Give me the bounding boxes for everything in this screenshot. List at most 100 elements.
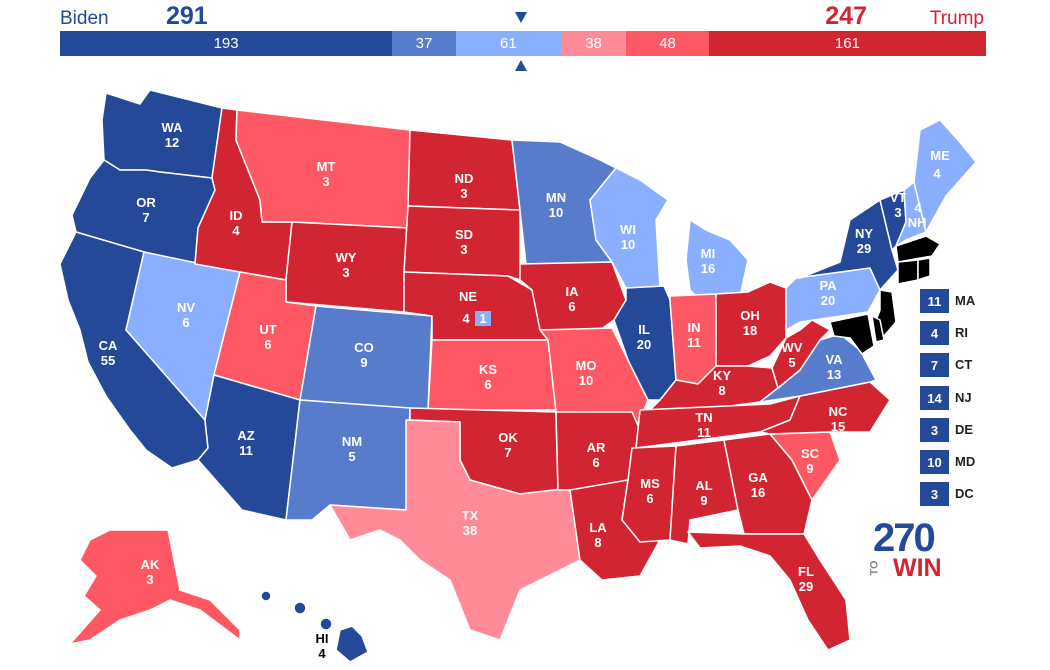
logo-number: 270: [873, 516, 936, 560]
bar-likely-r[interactable]: 48: [626, 31, 709, 56]
logo-win: WIN: [893, 554, 942, 582]
label-ia-ev: 6: [568, 299, 575, 314]
label-in-ev: 11: [687, 335, 701, 350]
state-ak[interactable]: [69, 529, 241, 645]
label-mt-abbr: MT: [317, 159, 336, 174]
state-de[interactable]: [871, 315, 885, 343]
state-ny[interactable]: [795, 199, 899, 291]
label-wy-ev: 3: [342, 265, 349, 280]
ne-district-box[interactable]: [475, 311, 491, 326]
label-ar-ev: 6: [592, 455, 599, 470]
logo-to: TO: [868, 560, 881, 576]
label-ne-abbr: NE: [459, 289, 477, 304]
label-ne-district-ev: 1: [479, 311, 486, 326]
ne-box-md[interactable]: 10 MD: [920, 450, 1030, 474]
state-ri[interactable]: [917, 257, 931, 281]
label-hi-ev: 4: [318, 646, 326, 661]
label-nv-ev: 6: [182, 315, 189, 330]
state-hi[interactable]: [335, 625, 369, 663]
label-nh-ev: 4: [914, 200, 922, 215]
label-la-ev: 8: [594, 535, 601, 550]
label-nm-abbr: NM: [342, 434, 362, 449]
label-oh-ev: 18: [743, 323, 757, 338]
state-hi-island-maui[interactable]: [319, 617, 333, 631]
label-ok-ev: 7: [504, 445, 511, 460]
label-sd-abbr: SD: [455, 227, 473, 242]
trump-total: 247: [825, 2, 867, 30]
state-mi[interactable]: [685, 219, 749, 301]
label-mo-ev: 10: [579, 373, 593, 388]
label-ny-ev: 29: [857, 241, 871, 256]
bar-lean-d[interactable]: 61: [455, 31, 561, 56]
state-fl[interactable]: [687, 531, 851, 651]
label-nh-abbr: NH: [908, 215, 927, 230]
label-tn-abbr: TN: [695, 410, 712, 425]
state-il[interactable]: [613, 285, 677, 401]
ne-box-dc-ev: 3: [920, 482, 949, 506]
electoral-summary-bar: 193 37 61 38 48 161: [60, 31, 986, 56]
ne-box-dc[interactable]: 3 DC: [920, 482, 1030, 506]
label-ia-abbr: IA: [566, 284, 580, 299]
label-tn-ev: 11: [697, 425, 711, 440]
label-sc-abbr: SC: [801, 446, 820, 461]
label-ak-ev: 3: [146, 572, 153, 587]
state-md[interactable]: [829, 313, 875, 355]
ne-box-ma[interactable]: 11 MA: [920, 289, 1030, 313]
bar-safe-r[interactable]: 161: [708, 31, 986, 56]
label-in-abbr: IN: [688, 320, 701, 335]
state-labels: WA 12 OR 7 CA 55 NV 6 ID 4 MT 3 WY 3 UT …: [99, 120, 950, 661]
label-nv-abbr: NV: [177, 300, 195, 315]
label-or-abbr: OR: [136, 195, 156, 210]
label-wv-abbr: WV: [782, 340, 803, 355]
ne-box-ma-ev: 11: [920, 289, 949, 313]
biden-name: Biden: [60, 8, 109, 29]
state-hi-island-oahu[interactable]: [293, 601, 307, 615]
state-nc[interactable]: [759, 381, 891, 435]
label-ks-ev: 6: [484, 377, 491, 392]
label-mi-ev: 16: [701, 261, 715, 276]
label-va-abbr: VA: [825, 352, 843, 367]
ne-box-nj-ev: 14: [920, 386, 949, 410]
label-nd-ev: 3: [460, 186, 467, 201]
ne-box-ct[interactable]: 7 CT: [920, 353, 1030, 377]
state-hi-island-kauai[interactable]: [260, 590, 272, 602]
label-wi-ev: 10: [621, 237, 635, 252]
label-pa-ev: 20: [821, 293, 835, 308]
label-wy-abbr: WY: [336, 250, 357, 265]
label-az-abbr: AZ: [237, 428, 254, 443]
state-ct[interactable]: [897, 259, 919, 285]
ne-box-ri[interactable]: 4 RI: [920, 321, 1030, 345]
label-sc-ev: 9: [806, 461, 813, 476]
label-co-abbr: CO: [354, 340, 374, 355]
label-sd-ev: 3: [460, 242, 467, 257]
label-oh-abbr: OH: [740, 308, 760, 323]
state-ma[interactable]: [895, 235, 941, 263]
state-wv[interactable]: [771, 319, 831, 389]
state-sd[interactable]: [403, 205, 521, 281]
270towin-logo[interactable]: 270 TO WIN: [869, 516, 943, 582]
label-tx-abbr: TX: [462, 508, 479, 523]
state-wy[interactable]: [285, 221, 409, 313]
state-me[interactable]: [913, 119, 977, 233]
label-wv-ev: 5: [788, 355, 795, 370]
state-wi[interactable]: [589, 167, 669, 289]
ne-box-de[interactable]: 3 DE: [920, 418, 1030, 442]
label-il-ev: 20: [637, 337, 651, 352]
label-tx-ev: 38: [463, 523, 477, 538]
label-nc-ev: 15: [831, 419, 845, 434]
ne-box-nj[interactable]: 14 NJ: [920, 386, 1030, 410]
label-wa-ev: 12: [165, 135, 179, 150]
label-id-ev: 4: [232, 223, 240, 238]
label-ca-ev: 55: [101, 353, 115, 368]
state-tx[interactable]: [329, 419, 581, 641]
label-az-ev: 11: [239, 443, 253, 458]
bar-likely-d[interactable]: 37: [392, 31, 456, 56]
label-al-ev: 9: [700, 493, 707, 508]
bar-lean-r[interactable]: 38: [560, 31, 627, 56]
label-ky-abbr: KY: [713, 368, 731, 383]
label-ks-abbr: KS: [479, 362, 497, 377]
bar-safe-d[interactable]: 193: [60, 31, 393, 56]
label-fl-abbr: FL: [798, 564, 814, 579]
ne-box-dc-abbr: DC: [955, 486, 974, 501]
label-mn-ev: 10: [549, 205, 563, 220]
